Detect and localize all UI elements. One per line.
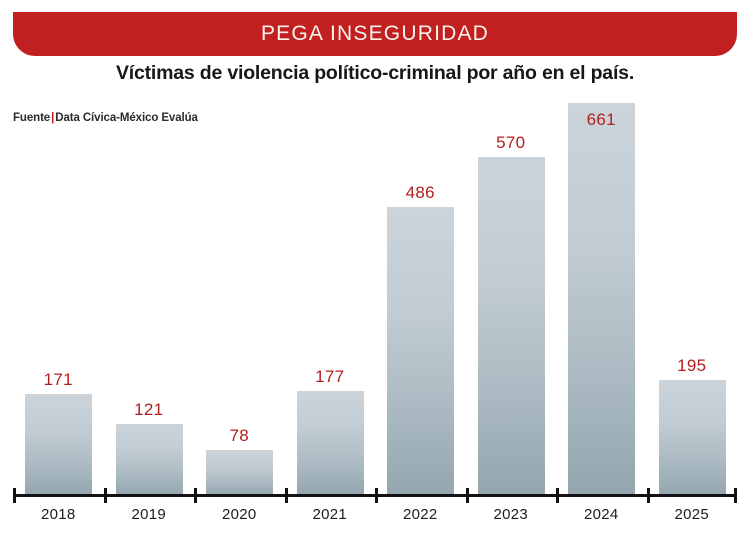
bar-value-label: 570: [496, 133, 526, 153]
bar[interactable]: [387, 207, 454, 496]
x-axis-tick: [646, 488, 650, 503]
x-axis-year-label: 2018: [40, 506, 76, 523]
bar-value-label: 661: [586, 110, 616, 129]
bar-value-label: 195: [677, 356, 707, 376]
bar[interactable]: [115, 424, 183, 496]
bar-value-label: 177: [315, 366, 345, 386]
bar-group: 486: [375, 96, 466, 496]
x-axis-tick: [556, 488, 559, 503]
bar-value-label: 121: [134, 400, 164, 420]
x-axis-tick: [13, 488, 16, 503]
bar-value-label: 171: [43, 370, 73, 390]
x-axis-year-label: 2025: [674, 506, 710, 523]
x-axis-year-label: 2022: [402, 506, 438, 523]
bar-value-label: 486: [405, 183, 435, 203]
bar[interactable]: [206, 449, 273, 496]
bar[interactable]: [658, 380, 726, 496]
x-axis-tick: [284, 488, 288, 503]
bar-chart-plot-area: 171 121 78 177 486 570 661 195: [13, 96, 737, 496]
banner-title: PEGA INSEGURIDAD: [260, 22, 490, 45]
chart-subtitle: Víctimas de violencia político-criminal …: [115, 62, 635, 84]
x-axis-year-label: 2023: [493, 506, 529, 523]
bar[interactable]: [477, 157, 545, 496]
bar[interactable]: [568, 103, 635, 496]
bar-group: 177: [285, 96, 376, 496]
bar[interactable]: [25, 394, 92, 496]
x-axis-tick: [194, 488, 197, 503]
bar-group: 661: [556, 96, 647, 496]
bar-group: 570: [466, 96, 557, 496]
x-axis-tick: [375, 488, 378, 503]
source-separator: |: [51, 112, 55, 124]
bar-group: 171: [13, 96, 104, 496]
x-axis-year-label: 2019: [131, 506, 167, 523]
bar-group: 78: [194, 96, 285, 496]
bar-group: 195: [647, 96, 738, 496]
bar-value-label: 78: [229, 425, 249, 445]
x-axis-tick: [465, 488, 469, 503]
x-axis-year-label: 2021: [312, 506, 348, 523]
header-banner: PEGA INSEGURIDAD: [13, 12, 737, 56]
source-prefix: Fuente: [13, 112, 51, 124]
x-axis-tick: [734, 488, 737, 503]
source-text: Data Cívica-México Evalúa: [55, 112, 198, 124]
bar-group: 121: [104, 96, 195, 496]
x-axis-year-label: 2024: [583, 506, 619, 523]
x-axis-year-label: 2020: [221, 506, 257, 523]
x-axis-tick: [103, 488, 107, 503]
source-credit: Fuente|Data Cívica-México Evalúa: [13, 112, 198, 124]
bar[interactable]: [296, 390, 364, 496]
